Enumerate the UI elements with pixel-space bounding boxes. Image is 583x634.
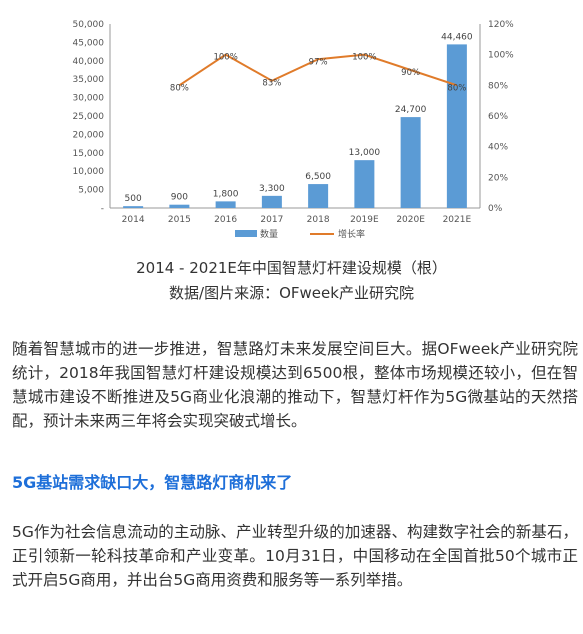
legend-label-line: 增长率 <box>338 228 365 240</box>
y-tick-label-right: 60% <box>488 112 508 122</box>
bar-data-label: 500 <box>125 194 142 204</box>
chart: - 5,000 10,000 15,000 20,000 25,000 30,000 35,0… <box>60 8 530 253</box>
y-tick-label-left: 50,000 <box>73 20 105 30</box>
x-tick-label: 2021E <box>443 215 472 225</box>
bar <box>354 160 375 208</box>
line-data-label: 100% <box>352 53 376 63</box>
bar <box>261 195 282 208</box>
x-tick-label: 2017 <box>260 215 283 225</box>
y-tick-label-right: 20% <box>488 173 508 183</box>
bar <box>400 117 421 208</box>
bar-data-label: 3,300 <box>259 184 285 194</box>
growth-line <box>178 53 458 87</box>
bar-line-chart: - 5,000 10,000 15,000 20,000 25,000 30,000 35,0… <box>73 20 515 240</box>
y-tick-label-right: 0% <box>488 204 503 214</box>
y-tick-label-right: 120% <box>488 20 514 30</box>
line-data-label: 97% <box>309 57 328 67</box>
y-tick-label-left: 30,000 <box>73 94 105 104</box>
y-tick-label-right: 100% <box>488 51 514 61</box>
article-paragraph: 5G作为社会信息流动的主动脉、产业转型升级的加速器、构建数字社会的新基石，正引领… <box>12 523 578 589</box>
bar-data-label: 6,500 <box>305 172 331 182</box>
line-data-label: 80% <box>447 83 466 93</box>
chart-source: 数据/图片来源：OFweek产业研究院 <box>169 284 414 302</box>
line-data-label: 80% <box>170 83 189 93</box>
bar-data-label: 44,460 <box>441 32 473 42</box>
x-tick-label: 2019E <box>350 215 379 225</box>
bar-data-label: 24,700 <box>395 105 427 115</box>
y-tick-label-left: 40,000 <box>73 57 105 67</box>
x-tick-label: 2014 <box>122 215 145 225</box>
bar <box>308 184 329 208</box>
y-tick-label-left: 25,000 <box>73 112 105 122</box>
y-tick-label-left: 5,000 <box>78 186 104 196</box>
y-tick-label-right: 80% <box>488 81 508 91</box>
x-tick-label: 2015 <box>168 215 191 225</box>
bar <box>446 44 467 208</box>
bar-data-label: 13,000 <box>349 148 381 158</box>
bar-data-label: 900 <box>171 193 188 203</box>
y-tick-label-left: 15,000 <box>73 149 105 159</box>
bar-data-label: 1,800 <box>213 189 239 199</box>
y-tick-label-right: 40% <box>488 143 508 153</box>
bar <box>169 204 190 208</box>
legend-label-bars: 数量 <box>260 228 278 240</box>
line-data-label: 100% <box>213 53 237 63</box>
x-tick-label: 2018 <box>307 215 330 225</box>
y-tick-label-left: 45,000 <box>73 38 105 48</box>
bar <box>215 201 236 208</box>
x-tick-label: 2016 <box>214 215 237 225</box>
legend-swatch-bars <box>235 230 257 237</box>
line-data-label: 90% <box>401 68 420 78</box>
x-tick-label: 2020E <box>396 215 425 225</box>
y-tick-label-left: 10,000 <box>73 167 105 177</box>
chart-title: 2014 - 2021E年中国智慧灯杆建设规模（根） <box>136 259 447 277</box>
y-tick-label-left: 35,000 <box>73 75 105 85</box>
line-data-label: 83% <box>262 79 281 89</box>
section-heading: 5G基站需求缺口大，智慧路灯商机来了 <box>12 473 293 492</box>
article-paragraph: 随着智慧城市的进一步推进，智慧路灯未来发展空间巨大。据OFweek产业研究院统计… <box>12 340 578 430</box>
bar <box>123 206 144 208</box>
y-tick-label-left: - <box>101 204 104 214</box>
y-tick-label-left: 20,000 <box>73 130 105 140</box>
